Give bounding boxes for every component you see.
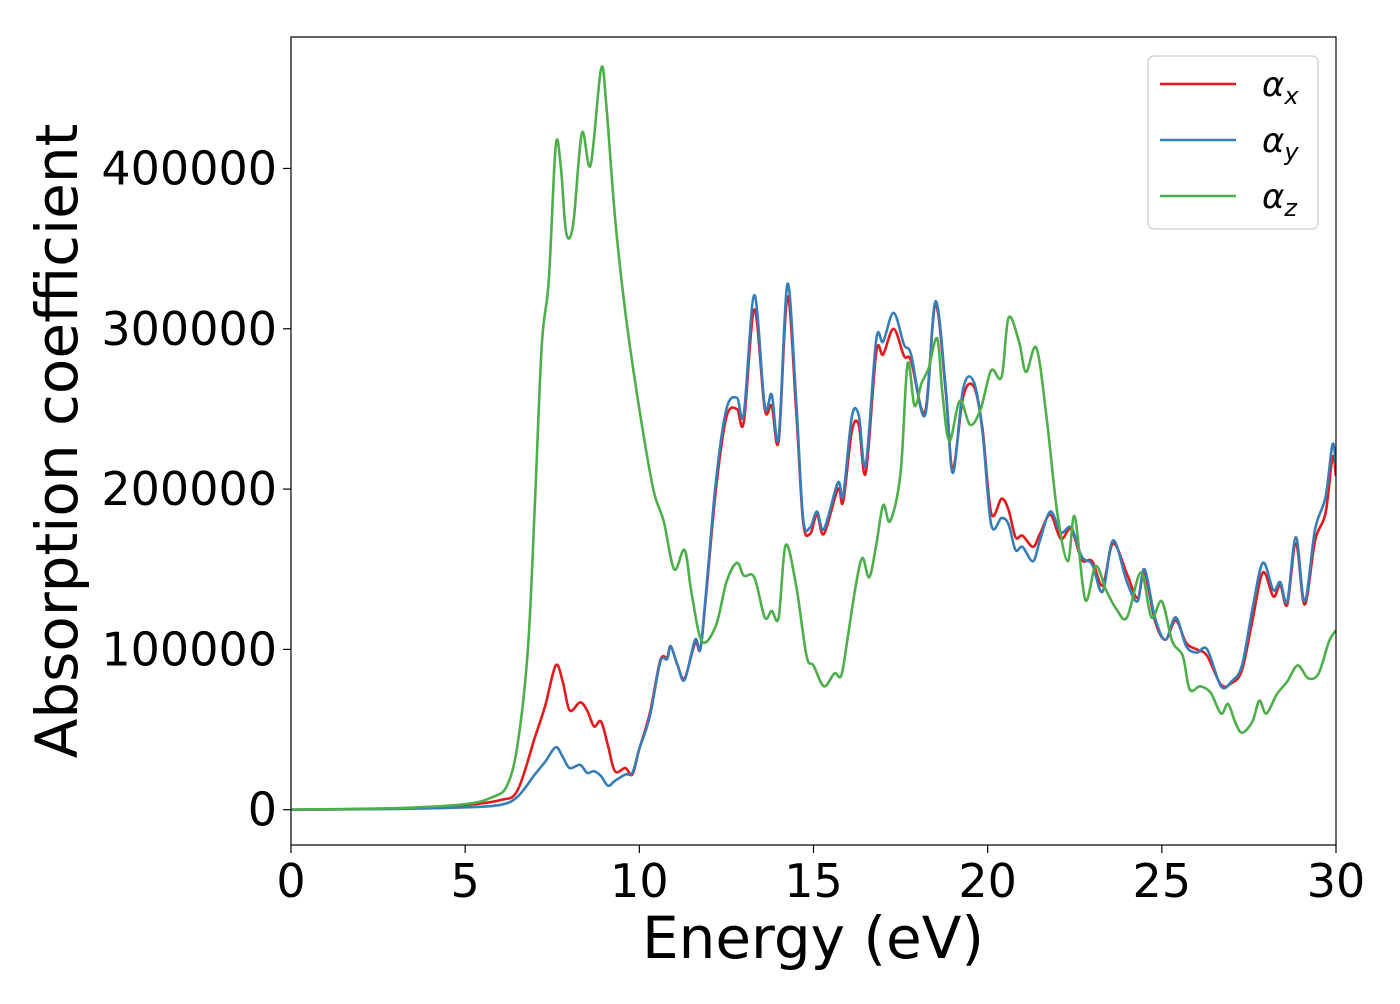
y-tick-label: 100000 [101, 622, 277, 676]
x-tick-label: 15 [784, 854, 843, 908]
series-line-z [291, 65, 1336, 812]
legend-frame [1147, 55, 1319, 230]
y-tick-label: 400000 [101, 141, 277, 195]
x-tick-label: 10 [610, 854, 669, 908]
x-tick-label: 30 [1307, 854, 1366, 908]
x-tick-label: 5 [451, 854, 480, 908]
series-layer [291, 65, 1336, 812]
x-tick-label: 0 [276, 854, 305, 908]
x-axis: 0 5 10 15 20 25 30 [276, 845, 1365, 908]
y-axis: 0 100000 200000 300000 400000 [101, 141, 291, 837]
legend-label-x: αx [1262, 65, 1299, 110]
y-tick-label: 200000 [101, 462, 277, 516]
x-axis-label: Energy (eV) [642, 904, 984, 972]
y-tick-label: 0 [248, 783, 277, 837]
x-tick-label: 25 [1133, 854, 1192, 908]
y-axis-label: Absorption coefficient [23, 124, 91, 759]
series-line-y [291, 282, 1336, 812]
y-tick-label: 300000 [101, 302, 277, 356]
legend-label-y: αy [1262, 121, 1299, 166]
x-tick-label: 20 [958, 854, 1017, 908]
